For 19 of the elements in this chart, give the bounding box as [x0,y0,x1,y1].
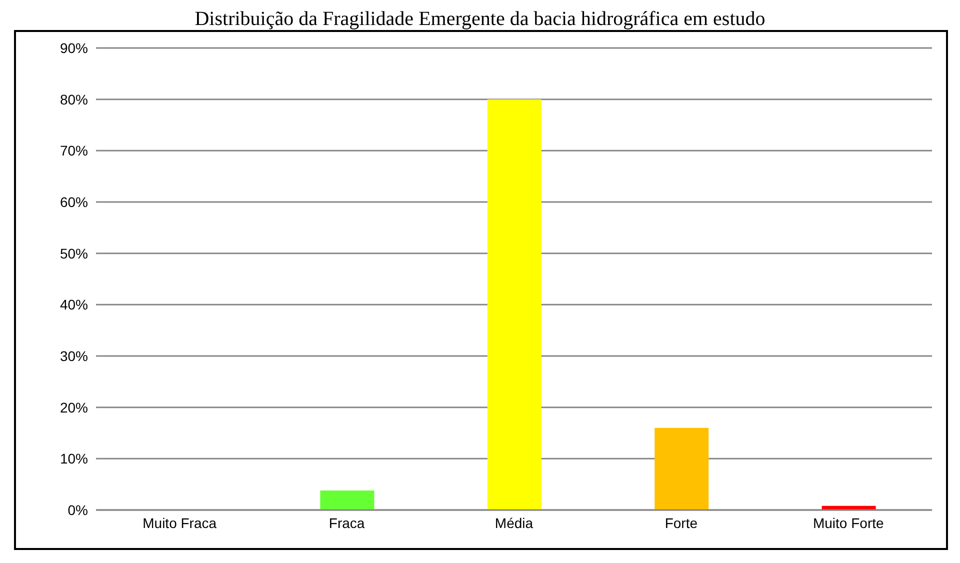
y-tick-label: 70% [60,142,88,159]
y-tick-label: 60% [60,194,88,210]
y-tick-label: 40% [60,296,88,313]
bar [654,428,709,510]
x-tick-label: Muito Fraca [142,514,217,531]
y-tick-label: 10% [60,450,88,467]
chart-title: Distribuição da Fragilidade Emergente da bacia hidrográfica em estudo [194,8,766,30]
y-tick-label: 80% [60,91,88,108]
y-tick-label: 50% [60,245,88,262]
y-tick-label: 0% [68,502,88,518]
x-tick-label: Forte [664,514,698,531]
x-tick-label: Fraca [328,514,365,531]
y-tick-label: 30% [60,348,88,364]
y-tick-label: 90% [60,40,88,56]
x-tick-label: Média [494,514,534,531]
bar [320,490,374,510]
bar [487,99,542,510]
x-tick-label: Muito Forte [812,514,884,531]
y-tick-label: 20% [60,399,88,416]
